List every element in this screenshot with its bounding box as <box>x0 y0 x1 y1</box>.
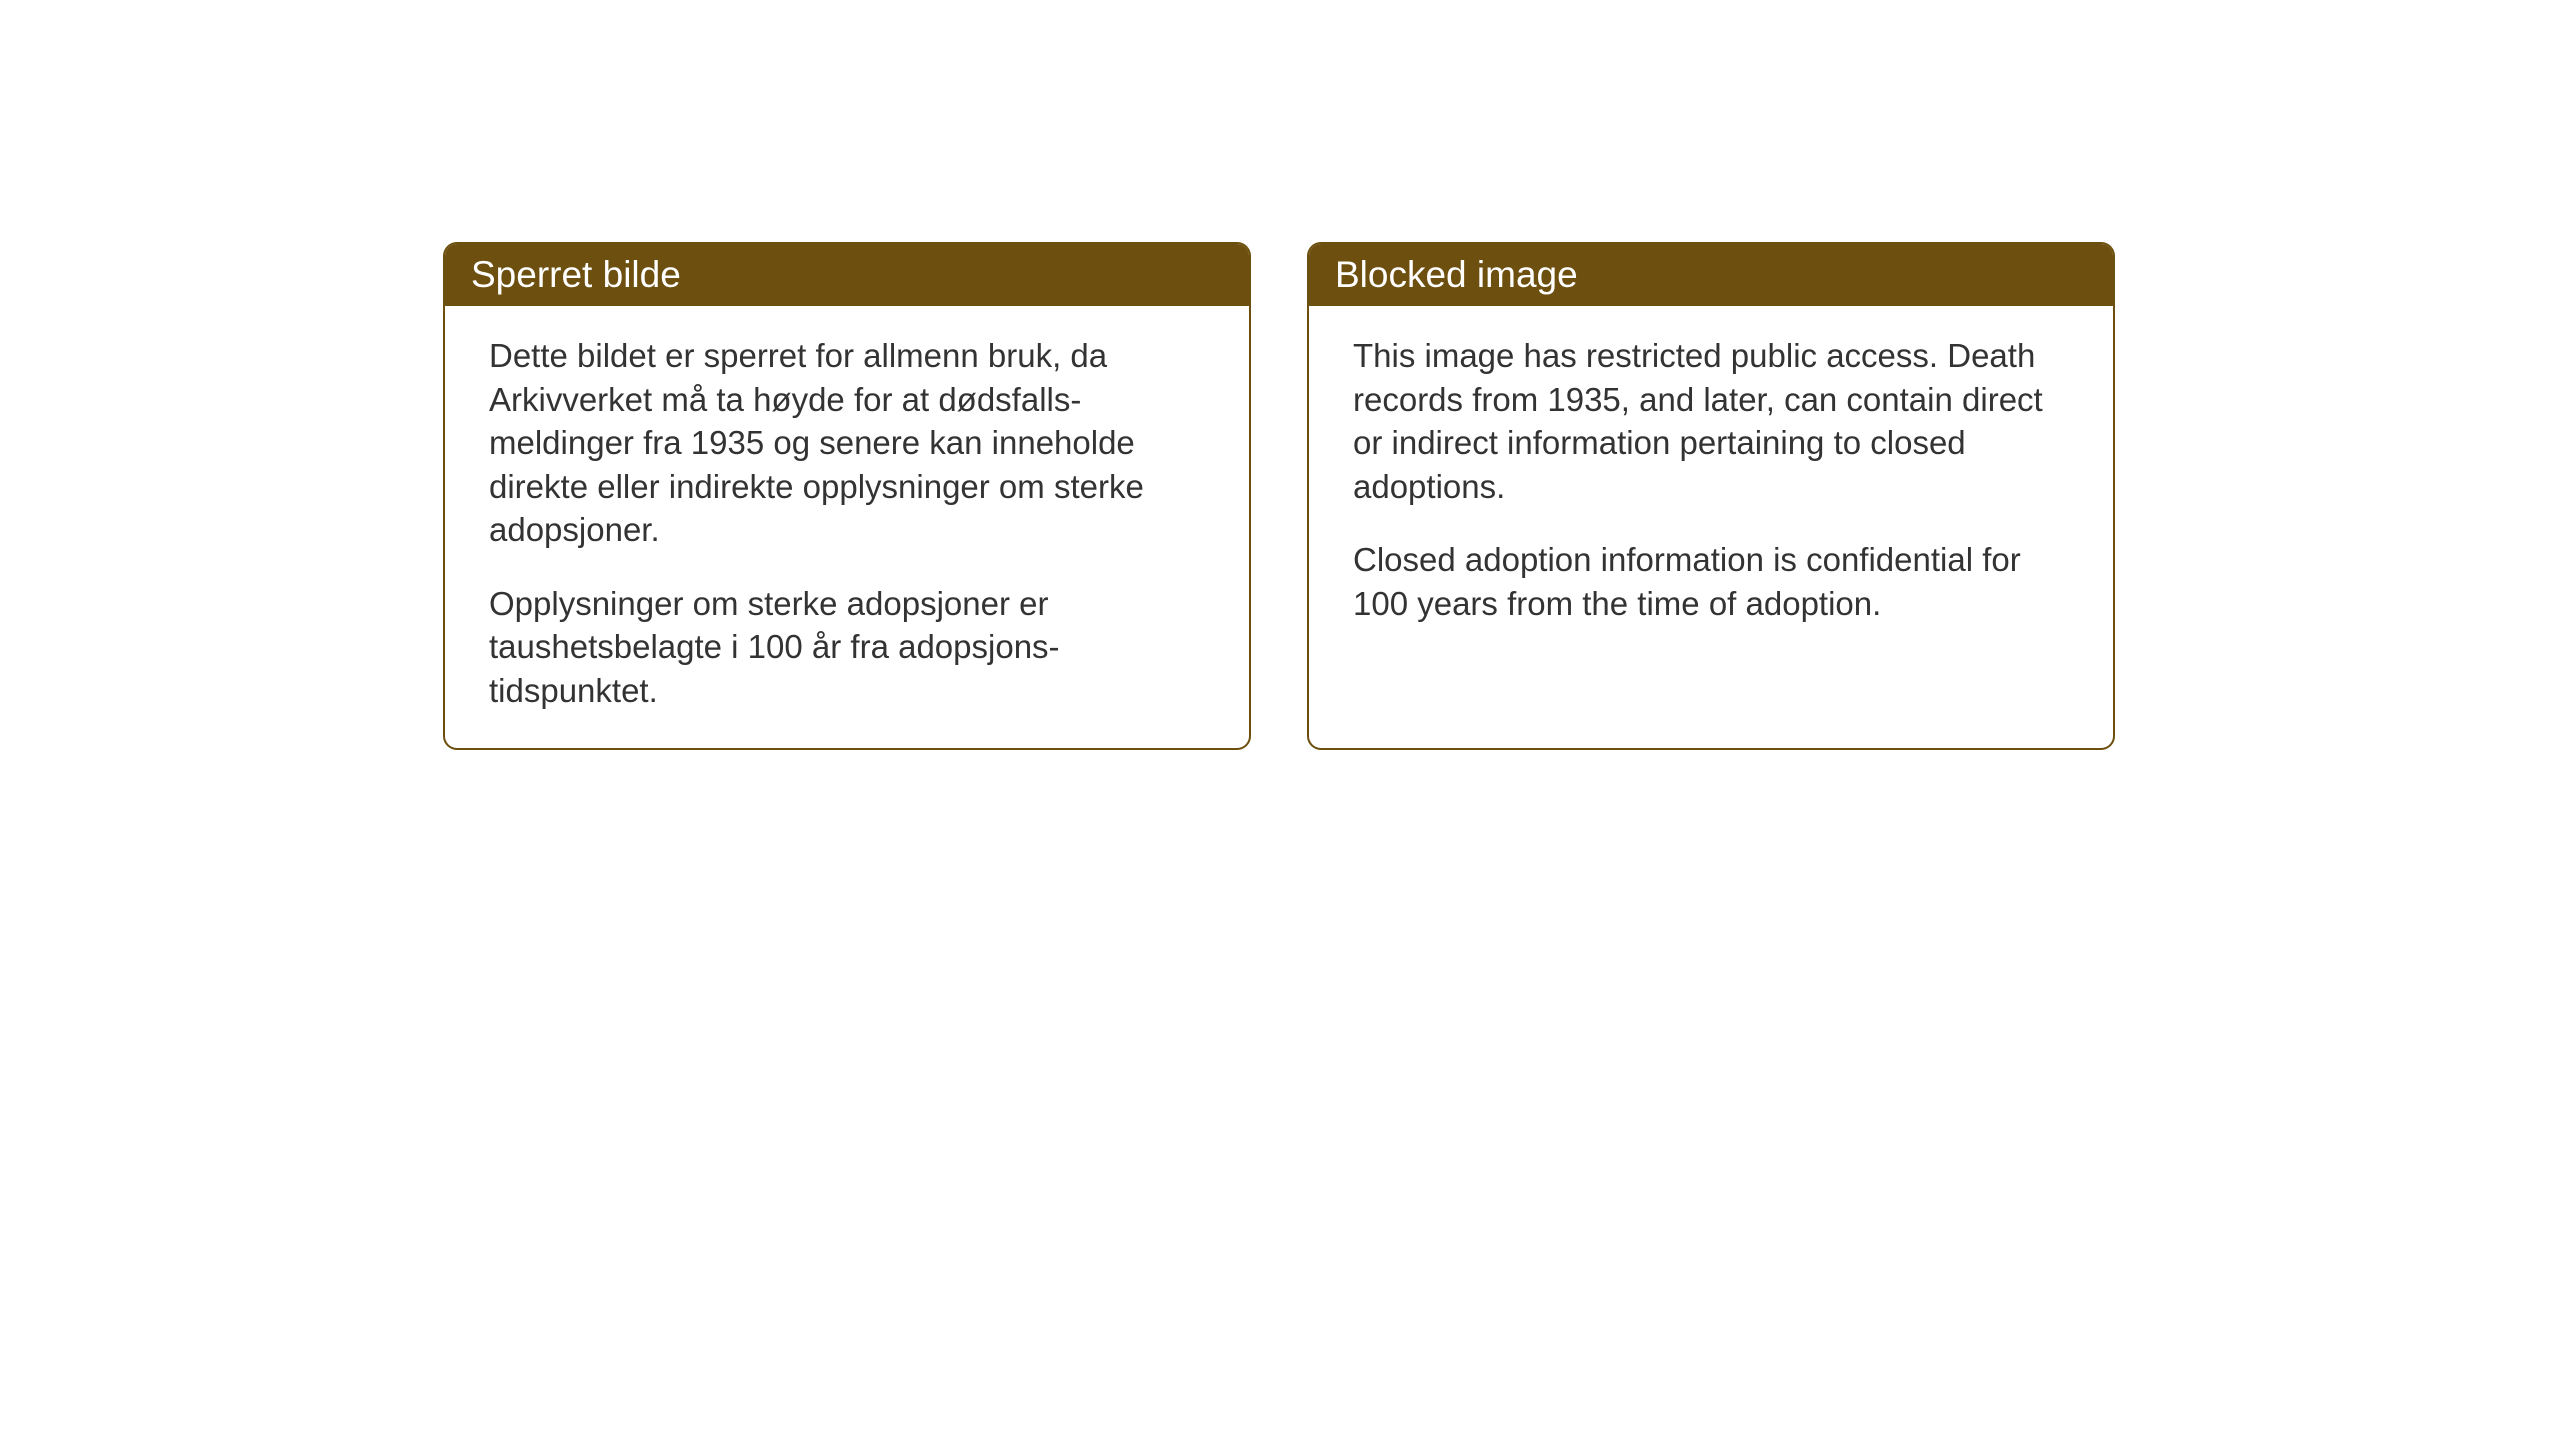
english-paragraph-1: This image has restricted public access.… <box>1353 334 2069 508</box>
norwegian-card-body: Dette bildet er sperret for allmenn bruk… <box>445 306 1249 748</box>
norwegian-notice-card: Sperret bilde Dette bildet er sperret fo… <box>443 242 1251 750</box>
norwegian-card-title: Sperret bilde <box>445 244 1249 306</box>
english-paragraph-2: Closed adoption information is confident… <box>1353 538 2069 625</box>
norwegian-paragraph-2: Opplysninger om sterke adopsjoner er tau… <box>489 582 1205 713</box>
english-card-title: Blocked image <box>1309 244 2113 306</box>
notice-container: Sperret bilde Dette bildet er sperret fo… <box>443 242 2115 750</box>
english-card-body: This image has restricted public access.… <box>1309 306 2113 661</box>
english-notice-card: Blocked image This image has restricted … <box>1307 242 2115 750</box>
norwegian-paragraph-1: Dette bildet er sperret for allmenn bruk… <box>489 334 1205 552</box>
